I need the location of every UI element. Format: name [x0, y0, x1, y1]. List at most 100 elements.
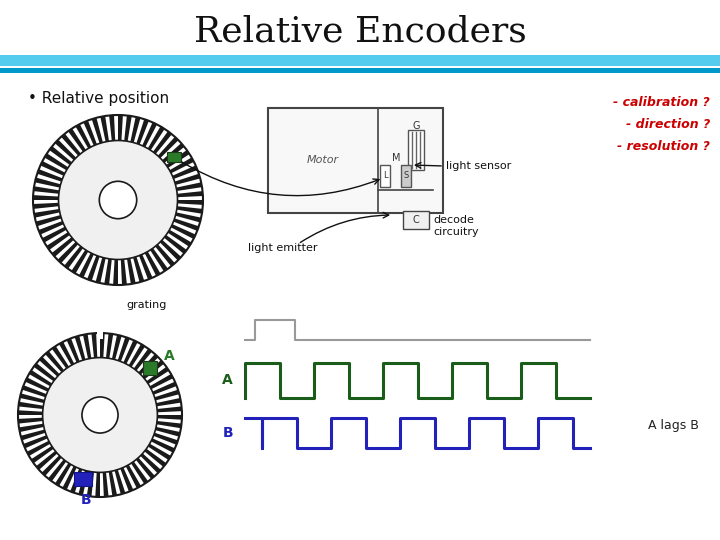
Wedge shape	[134, 349, 152, 370]
Wedge shape	[49, 146, 72, 165]
Text: - direction ?: - direction ?	[626, 118, 710, 131]
Wedge shape	[59, 342, 74, 365]
Wedge shape	[139, 254, 153, 280]
Text: L: L	[383, 172, 387, 180]
Wedge shape	[118, 115, 123, 140]
Wedge shape	[75, 336, 86, 360]
Wedge shape	[31, 446, 53, 463]
Text: - calibration ?: - calibration ?	[613, 96, 710, 109]
Text: G: G	[413, 121, 420, 131]
Wedge shape	[55, 463, 71, 486]
Wedge shape	[21, 429, 45, 440]
Wedge shape	[19, 424, 44, 432]
Wedge shape	[42, 227, 66, 242]
Wedge shape	[29, 370, 52, 386]
Wedge shape	[47, 232, 70, 250]
Wedge shape	[171, 224, 196, 239]
Circle shape	[82, 397, 118, 433]
Wedge shape	[84, 120, 97, 146]
Wedge shape	[68, 129, 86, 152]
Wedge shape	[91, 118, 103, 144]
Circle shape	[42, 357, 158, 472]
Wedge shape	[52, 346, 69, 369]
Wedge shape	[157, 421, 181, 428]
Wedge shape	[36, 215, 61, 226]
Wedge shape	[64, 246, 83, 269]
Wedge shape	[103, 472, 109, 497]
Circle shape	[58, 140, 178, 260]
Wedge shape	[138, 354, 158, 375]
Wedge shape	[118, 337, 130, 361]
Bar	[380, 165, 390, 187]
Wedge shape	[109, 471, 117, 496]
Wedge shape	[114, 470, 125, 494]
Wedge shape	[40, 161, 65, 176]
Wedge shape	[112, 335, 122, 360]
Wedge shape	[109, 115, 115, 141]
Wedge shape	[87, 255, 99, 281]
Wedge shape	[33, 195, 58, 200]
Text: - resolution ?: - resolution ?	[617, 139, 710, 152]
Wedge shape	[33, 186, 59, 194]
Wedge shape	[71, 469, 82, 493]
Text: grating: grating	[126, 300, 166, 310]
Wedge shape	[78, 470, 88, 495]
Text: B: B	[81, 494, 91, 508]
Wedge shape	[177, 191, 203, 197]
Text: Motor: Motor	[307, 155, 339, 165]
Wedge shape	[95, 472, 100, 497]
Wedge shape	[136, 458, 155, 479]
Wedge shape	[19, 402, 43, 409]
Wedge shape	[96, 258, 106, 283]
Wedge shape	[153, 382, 176, 395]
Wedge shape	[126, 465, 141, 488]
Bar	[403, 211, 429, 229]
Wedge shape	[125, 116, 132, 141]
Wedge shape	[150, 248, 168, 272]
Text: A: A	[164, 349, 175, 363]
Wedge shape	[160, 240, 181, 260]
Wedge shape	[63, 466, 76, 490]
Wedge shape	[155, 390, 179, 401]
Wedge shape	[91, 333, 97, 358]
Wedge shape	[18, 410, 42, 415]
Wedge shape	[153, 433, 178, 445]
Bar	[97, 331, 103, 339]
FancyBboxPatch shape	[74, 472, 92, 487]
Text: light sensor: light sensor	[446, 161, 511, 171]
Wedge shape	[45, 351, 64, 373]
Wedge shape	[76, 124, 91, 148]
Wedge shape	[127, 258, 135, 284]
Wedge shape	[150, 374, 174, 389]
Text: decode
circuitry: decode circuitry	[433, 215, 479, 237]
Wedge shape	[37, 169, 63, 181]
Circle shape	[33, 115, 203, 285]
Circle shape	[99, 181, 137, 219]
Wedge shape	[153, 131, 172, 154]
Wedge shape	[104, 259, 112, 285]
FancyBboxPatch shape	[166, 152, 181, 161]
Wedge shape	[140, 454, 161, 473]
Bar	[0, 68, 720, 73]
Wedge shape	[67, 338, 80, 362]
Bar	[401, 165, 411, 187]
Wedge shape	[148, 444, 171, 460]
Wedge shape	[22, 385, 47, 397]
Wedge shape	[176, 212, 201, 222]
Circle shape	[18, 333, 182, 497]
Wedge shape	[33, 203, 59, 209]
Text: • Relative position: • Relative position	[28, 91, 169, 105]
Wedge shape	[162, 143, 184, 163]
Wedge shape	[174, 174, 200, 185]
Text: A: A	[222, 374, 233, 388]
Wedge shape	[123, 340, 138, 364]
Wedge shape	[61, 134, 81, 156]
Wedge shape	[18, 418, 43, 423]
Wedge shape	[27, 441, 50, 456]
Wedge shape	[130, 117, 140, 143]
Wedge shape	[106, 333, 113, 359]
Wedge shape	[100, 116, 109, 142]
Wedge shape	[23, 435, 48, 448]
Wedge shape	[133, 256, 144, 282]
Wedge shape	[55, 139, 76, 160]
